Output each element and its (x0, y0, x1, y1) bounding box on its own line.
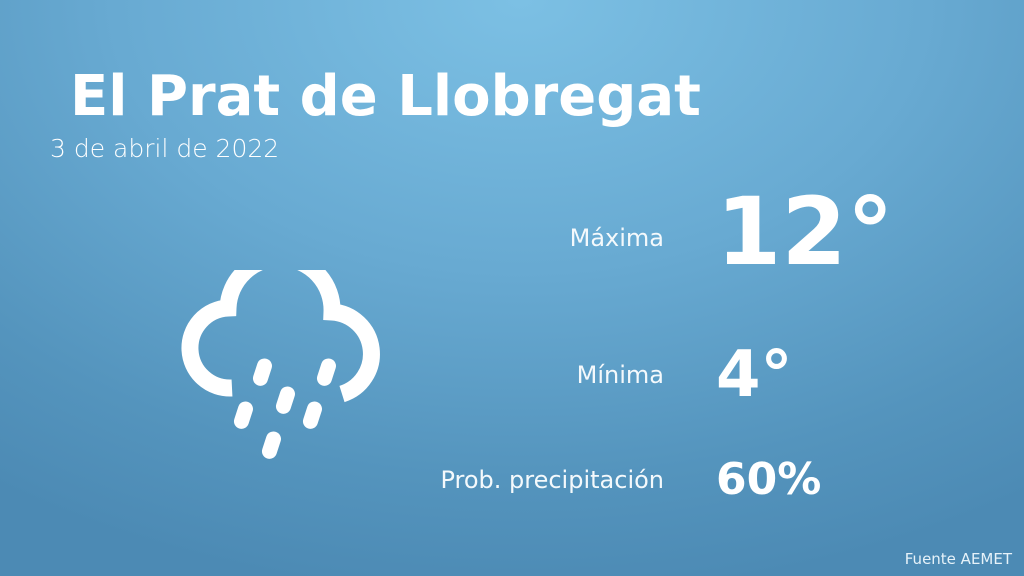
precip-probability: 60% (716, 454, 822, 505)
min-temperature: 4° (716, 338, 793, 412)
source-credit: Fuente AEMET (904, 550, 1012, 568)
city-title: El Prat de Llobregat (70, 64, 701, 129)
precip-label: Prob. precipitación (440, 466, 664, 494)
forecast-date: 3 de abril de 2022 (50, 134, 280, 163)
rain-cloud-icon (181, 270, 380, 459)
min-label: Mínima (576, 361, 664, 389)
max-label: Máxima (569, 224, 664, 252)
max-temperature: 12° (716, 178, 894, 287)
